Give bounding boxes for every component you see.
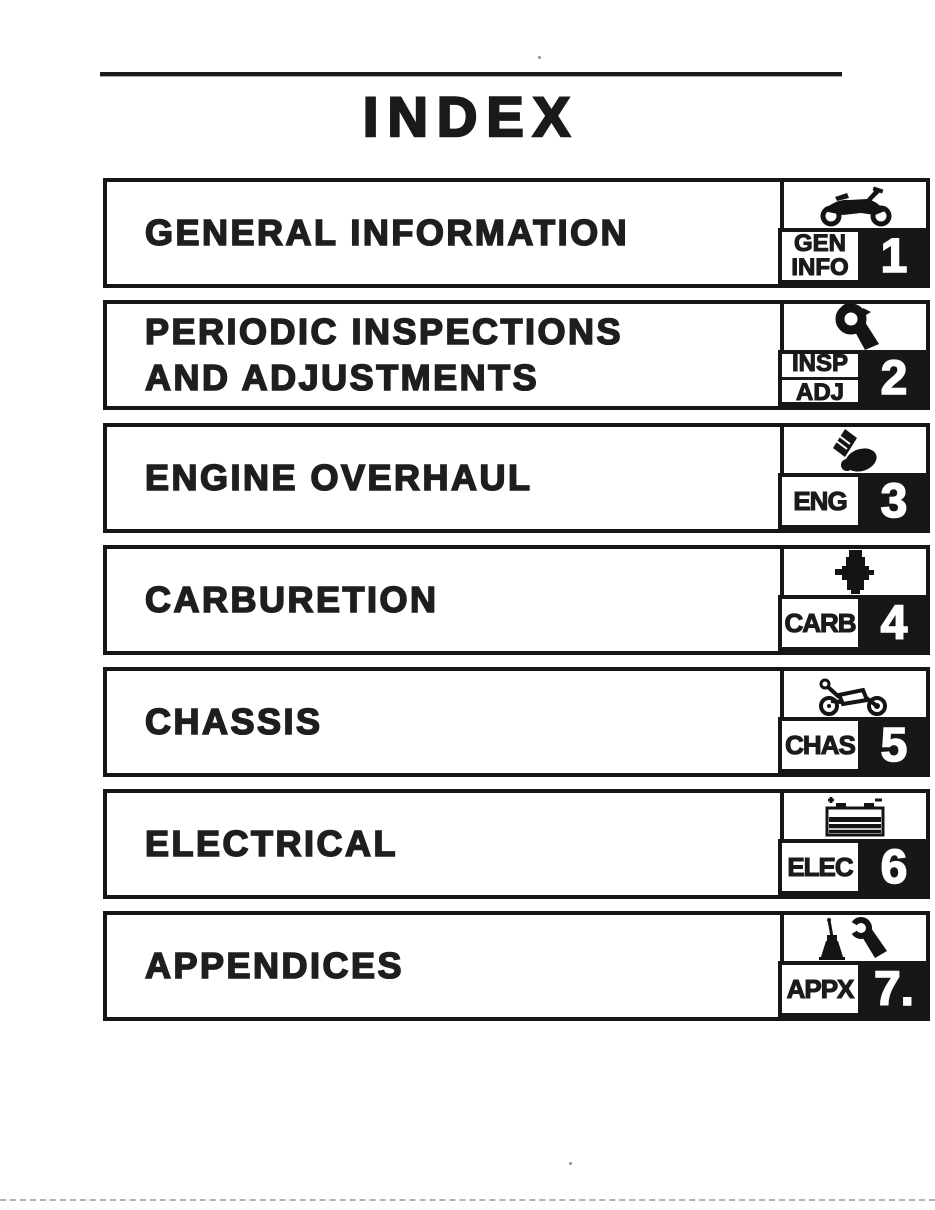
chapter-number: 5 bbox=[880, 718, 908, 773]
chapter-number-box: 2 bbox=[862, 350, 926, 406]
section-title: CHASSIS bbox=[107, 671, 707, 773]
label-divider bbox=[782, 376, 858, 380]
chapter-number-box: 6 bbox=[862, 839, 926, 895]
section-title-line: PERIODIC INSPECTIONS bbox=[144, 310, 624, 353]
section-title: CARBURETION bbox=[107, 549, 707, 651]
chapter-number: 6 bbox=[880, 840, 908, 895]
section-title: GENERAL INFORMATION bbox=[107, 182, 707, 284]
tab-label: CHAS bbox=[785, 730, 857, 760]
motorcycle-frame-icon bbox=[784, 671, 926, 717]
scan-artifact-line bbox=[0, 1199, 935, 1201]
tab-label: GEN bbox=[793, 230, 846, 257]
chapter-number: 7. bbox=[873, 962, 915, 1017]
section-title-line: APPENDICES bbox=[144, 944, 405, 987]
chapter-number-box: 3 bbox=[862, 473, 926, 529]
index-row-periodic-inspections: PERIODIC INSPECTIONS AND ADJUSTMENTS INS… bbox=[103, 300, 930, 410]
section-title: ENGINE OVERHAUL bbox=[107, 427, 707, 529]
section-title: PERIODIC INSPECTIONS AND ADJUSTMENTS bbox=[107, 304, 707, 406]
box-wrench-icon bbox=[784, 304, 926, 350]
index-row-engine-overhaul: ENGINE OVERHAUL ENG 3 bbox=[103, 423, 930, 533]
battery-icon bbox=[784, 793, 926, 839]
motorcycle-icon bbox=[784, 182, 926, 228]
tab-label: ADJ bbox=[795, 378, 844, 406]
tab-label: INSP bbox=[791, 349, 848, 377]
tab-label: INFO bbox=[791, 254, 849, 281]
tab-label-box: CARB bbox=[778, 595, 862, 651]
tab-label-box: GEN INFO bbox=[778, 228, 862, 284]
section-title-line: CARBURETION bbox=[144, 578, 439, 621]
section-title-line: ELECTRICAL bbox=[144, 822, 398, 865]
tab-label: APPX bbox=[786, 974, 855, 1004]
index-row-general-information: GENERAL INFORMATION GEN INFO 1 bbox=[103, 178, 930, 288]
tab-label: ENG bbox=[793, 486, 848, 516]
index-row-electrical: ELECTRICAL ELEC 6 bbox=[103, 789, 930, 899]
index-row-carburetion: CARBURETION CARB 4 bbox=[103, 545, 930, 655]
tab-label: CARB bbox=[784, 608, 857, 638]
tab-label-box: ELEC bbox=[778, 839, 862, 895]
chapter-number: 1 bbox=[880, 229, 908, 284]
chapter-number: 3 bbox=[880, 474, 908, 529]
title-rule bbox=[100, 72, 842, 76]
section-title-line: GENERAL INFORMATION bbox=[144, 211, 630, 254]
oil-can-wrench-icon bbox=[784, 915, 926, 961]
chapter-number: 4 bbox=[880, 596, 908, 651]
chapter-number-box: 1 bbox=[862, 228, 926, 284]
chapter-number-box: 5 bbox=[862, 717, 926, 773]
tab-label-box: ENG bbox=[778, 473, 862, 529]
section-title: ELECTRICAL bbox=[107, 793, 707, 895]
chapter-number-box: 7. bbox=[862, 961, 926, 1017]
section-title-line: CHASSIS bbox=[144, 700, 323, 743]
chapter-number-box: 4 bbox=[862, 595, 926, 651]
index-row-appendices: APPENDICES APPX 7. bbox=[103, 911, 930, 1021]
section-title: APPENDICES bbox=[107, 915, 707, 1017]
tab-label-box: CHAS bbox=[778, 717, 862, 773]
section-title-line: AND ADJUSTMENTS bbox=[144, 356, 540, 399]
section-title-line: ENGINE OVERHAUL bbox=[144, 456, 533, 499]
scan-speck bbox=[569, 1162, 572, 1165]
index-row-chassis: CHASSIS CHAS 5 bbox=[103, 667, 930, 777]
carburetor-icon bbox=[784, 549, 926, 595]
tab-label: ELEC bbox=[787, 852, 854, 882]
tab-label-box: INSP ADJ bbox=[778, 350, 862, 406]
engine-cylinder-icon bbox=[784, 427, 926, 473]
scan-speck bbox=[538, 56, 541, 59]
page-title: INDEX bbox=[362, 84, 580, 149]
tab-label-box: APPX bbox=[778, 961, 862, 1017]
chapter-number: 2 bbox=[880, 351, 908, 406]
